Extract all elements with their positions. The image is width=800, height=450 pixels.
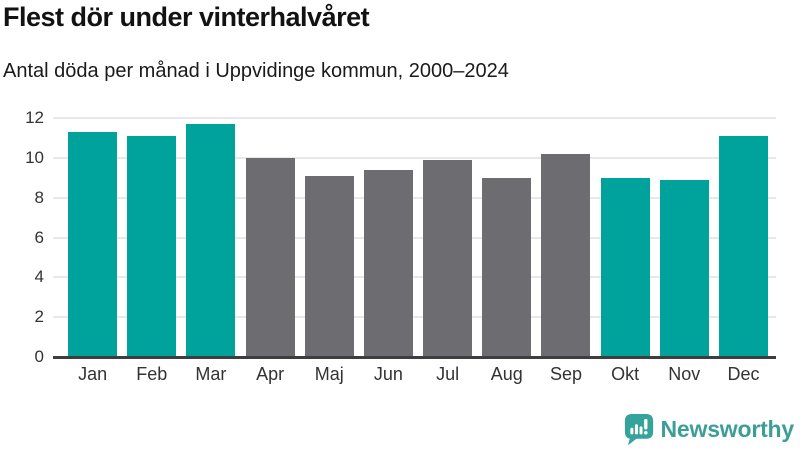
bar-jul [423, 159, 473, 357]
gridline-8 [53, 196, 776, 199]
x-tick-label-feb: Feb [136, 364, 168, 384]
x-tick-label-sep: Sep [549, 364, 582, 384]
x-tick-label-maj: Maj [314, 364, 344, 384]
x-tick-label-jun: Jun [373, 364, 403, 384]
y-tick-label-2: 2 [34, 307, 44, 327]
newsworthy-chart-bubble-icon [624, 413, 654, 446]
bar-nov [659, 179, 709, 357]
y-tick-label-6: 6 [34, 227, 44, 247]
gridline-6 [53, 236, 776, 239]
x-tick-label-jan: Jan [78, 364, 108, 384]
bar-slot-sep [536, 118, 595, 357]
bar-slot-feb [122, 118, 181, 357]
bar-dec [718, 135, 768, 357]
bar-apr [245, 157, 295, 357]
bar-mar [186, 123, 236, 357]
bar-slot-jan [63, 118, 122, 357]
y-axis: 0 2 4 6 8 10 12 [0, 108, 44, 366]
x-tick-label-nov: Nov [668, 364, 701, 384]
y-tick-label-8: 8 [34, 187, 44, 207]
x-tick-label-jul: Jul [436, 364, 460, 384]
chart-title: Flest dör under vinterhalvåret [3, 2, 370, 32]
bar-slot-maj [300, 118, 359, 357]
bar-jan [68, 131, 118, 357]
bar-maj [304, 175, 354, 357]
x-tick-label-apr: Apr [256, 364, 285, 384]
y-tick-label-10: 10 [25, 147, 44, 167]
gridline-4 [53, 276, 776, 279]
bar-slot-dec [714, 118, 773, 357]
x-tick-label-dec: Dec [727, 364, 760, 384]
gridline-10 [53, 156, 776, 159]
newsworthy-brand-text: Newsworthy [660, 416, 795, 442]
bar-feb [127, 135, 177, 357]
gridline-12 [53, 117, 776, 119]
x-tick-label-mar: Mar [195, 364, 227, 384]
bar-aug [482, 177, 532, 357]
chart-subtitle: Antal döda per månad i Uppvidinge kommun… [3, 60, 509, 82]
x-axis: Jan Feb Mar Apr Maj Jun Jul Aug Sep Okt Nov Dec [53, 364, 776, 385]
bar-slot-jul [418, 118, 477, 357]
bar-jun [363, 169, 413, 357]
bar-slot-apr [241, 118, 300, 357]
x-axis-line [53, 356, 776, 359]
bar-slot-jun [359, 118, 418, 357]
y-tick-label-0: 0 [34, 347, 44, 366]
x-tick-label-okt: Okt [611, 364, 640, 384]
bar-sep [541, 153, 591, 357]
bar-slot-nov [655, 118, 714, 357]
x-tick-label-aug: Aug [490, 364, 523, 384]
bar-slot-mar [181, 118, 240, 357]
bars-container [53, 118, 776, 357]
plot-area [53, 117, 776, 359]
newsworthy-brand: Newsworthy [624, 413, 794, 446]
bar-okt [600, 177, 650, 357]
y-tick-label-4: 4 [34, 267, 44, 287]
bar-slot-aug [477, 118, 536, 357]
y-tick-label-12: 12 [25, 108, 44, 127]
bar-slot-okt [596, 118, 655, 357]
gridline-2 [53, 316, 776, 319]
